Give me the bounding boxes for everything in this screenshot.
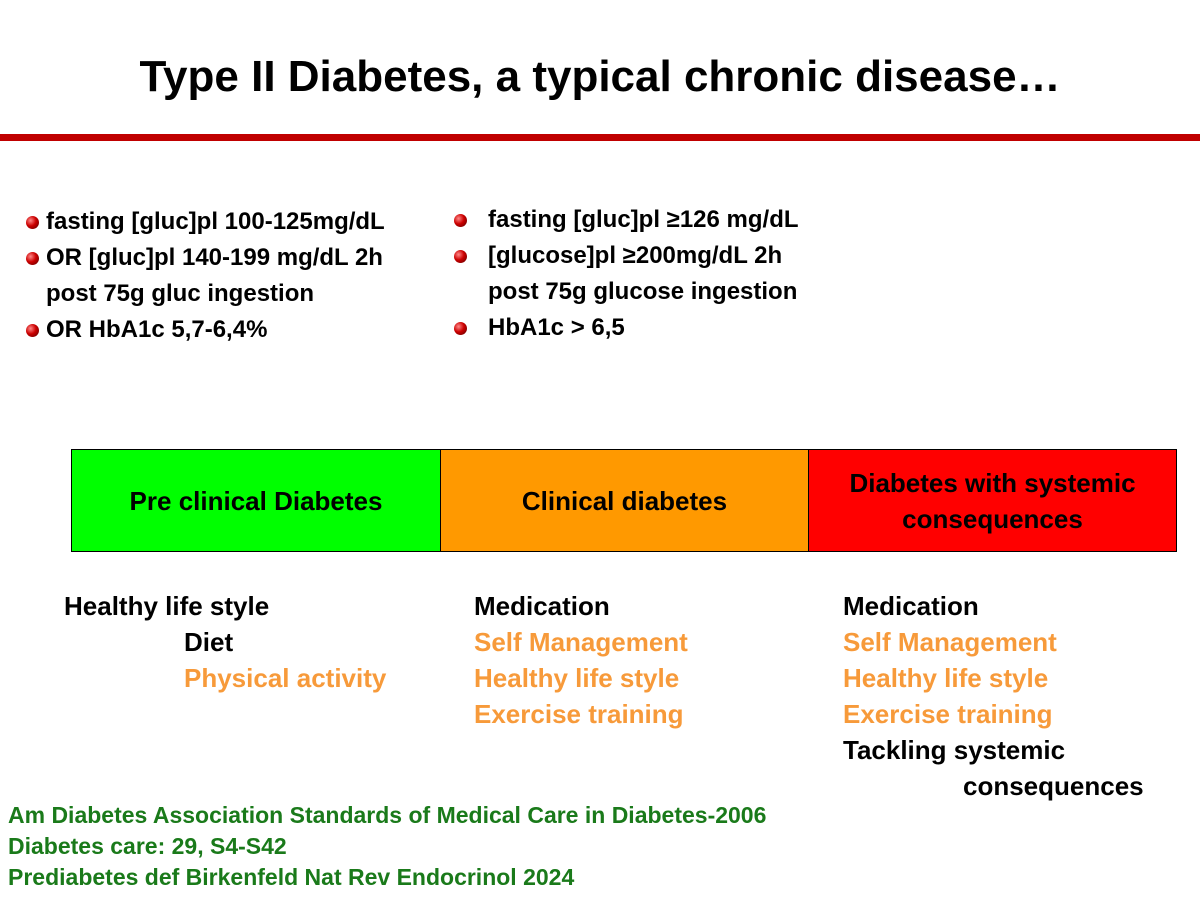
criteria-list: fasting [gluc]pl ≥126 mg/dL [glucose]pl ≥… <box>454 202 799 346</box>
bullet <box>454 214 467 227</box>
references: Am Diabetes Association Standards of Med… <box>8 800 766 893</box>
reference: Diabetes care: 29, S4-S42 <box>8 833 287 859</box>
action-list: Medication Self Management Healthy life st… <box>843 588 1144 804</box>
action-item: Self Management <box>474 627 688 657</box>
action-item: Tackling systemic <box>843 735 1066 765</box>
criteria-item: HbA1c > 6,5 <box>454 310 799 346</box>
criteria-item: fasting [gluc]pl 100-125mg/dL <box>26 204 385 240</box>
action-item: Physical activity <box>184 663 387 693</box>
action-item: Diet <box>184 627 234 657</box>
action-item: Medication <box>843 591 979 621</box>
criteria-list: fasting [gluc]pl 100-125mg/dL OR [gluc]pl… <box>26 204 385 348</box>
reference: Prediabetes def Birkenfeld Nat Rev Endoc… <box>8 864 575 890</box>
criteria-item: post 75g gluc ingestion <box>46 280 315 307</box>
action-item: Self Management <box>843 627 1057 657</box>
action-item: Medication <box>474 591 610 621</box>
criteria-item: OR [gluc]pl 140-199 mg/dL 2h <box>26 240 385 276</box>
stage-box: Pre clinical Diabetes <box>71 449 441 552</box>
action-item: Healthy life style <box>843 663 1049 693</box>
bullet <box>26 216 39 229</box>
criteria-item: post 75g glucose ingestion <box>488 278 798 305</box>
title-rule <box>0 134 1200 141</box>
action-item: consequences <box>963 771 1144 801</box>
action-item: Exercise training <box>474 699 684 729</box>
slide-title: Type II Diabetes, a typical chronic dise… <box>139 52 1061 101</box>
action-item: Healthy life style <box>64 591 270 621</box>
action-item: Healthy life style <box>474 663 680 693</box>
stage-box: Diabetes with systemic consequences <box>808 449 1177 552</box>
bullet <box>454 322 467 335</box>
stage-box: Clinical diabetes <box>440 449 809 552</box>
action-list: Medication Self Management Healthy life st… <box>474 588 688 732</box>
action-item: Exercise training <box>843 699 1053 729</box>
criteria-item: [glucose]pl ≥200mg/dL 2h <box>454 238 799 274</box>
criteria-item: fasting [gluc]pl ≥126 mg/dL <box>454 202 799 238</box>
bullet <box>454 250 467 263</box>
bullet <box>26 324 39 337</box>
reference: Am Diabetes Association Standards of Med… <box>8 802 767 828</box>
action-list: Healthy life style Diet Physical activity <box>64 588 386 696</box>
criteria-item: OR HbA1c 5,7-6,4% <box>26 312 385 348</box>
bullet <box>26 252 39 265</box>
